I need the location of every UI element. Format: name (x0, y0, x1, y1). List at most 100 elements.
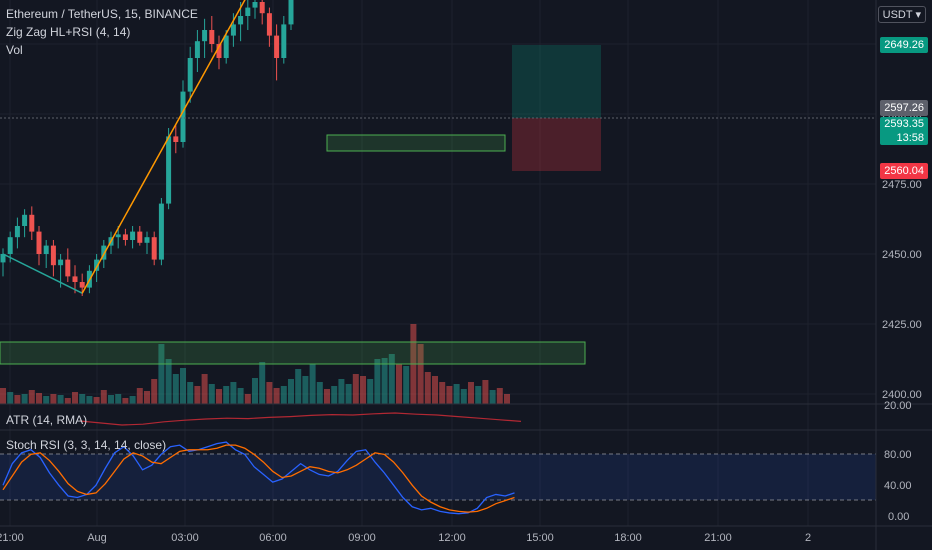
zigzag-indicator-label[interactable]: Zig Zag HL+RSI (4, 14) (6, 25, 131, 39)
time-tick-label: 12:00 (438, 532, 466, 544)
candle-body (144, 237, 150, 243)
volume-bars (0, 324, 510, 404)
volume-bar (424, 372, 431, 404)
symbol-title[interactable]: Ethereum / TetherUS, 15, BINANCE (6, 7, 198, 21)
volume-bar (122, 398, 129, 404)
time-axis[interactable]: 21:00 Aug 03:00 06:00 09:00 12:00 15:00 18:00 21… (0, 532, 811, 544)
price-tick-label: 2475.00 (882, 179, 922, 191)
zigzag-segment (81, 0, 246, 294)
candle-body (259, 2, 265, 14)
target-zone[interactable] (512, 45, 601, 118)
currency-selector[interactable]: USDT ▾ (877, 6, 926, 23)
volume-bar (93, 397, 100, 404)
candle-body (194, 41, 200, 58)
candlesticks (0, 0, 294, 296)
time-tick-label: 09:00 (348, 532, 376, 544)
volume-bar (280, 386, 287, 404)
stoch-k-line (2, 441, 515, 515)
volume-bar (0, 388, 6, 404)
volume-bar (352, 374, 359, 404)
volume-bar (396, 364, 402, 404)
candle-body (180, 91, 186, 142)
volume-bar (194, 386, 201, 404)
volume-bar (374, 359, 381, 404)
candle-body (115, 234, 121, 238)
support-zone-upper[interactable] (326, 134, 506, 152)
stoch-tick-0: 0.00 (888, 511, 909, 523)
price-axis[interactable]: 2625.002600.002575.002550.002525.002500.… (882, 0, 922, 401)
volume-bar (331, 386, 338, 404)
candle-body (151, 237, 157, 260)
candle-body (94, 259, 100, 271)
volume-bar (302, 376, 309, 404)
volume-bar (460, 389, 467, 404)
volume-bar (309, 364, 316, 404)
volume-bar (136, 388, 143, 404)
candle-body (0, 254, 6, 263)
candle-body (158, 203, 164, 260)
volume-bar (79, 394, 86, 404)
candle-body (216, 44, 222, 58)
volume-bar (504, 394, 510, 404)
volume-bar (295, 369, 302, 404)
atr-indicator-label[interactable]: ATR (14, RMA) (6, 413, 88, 427)
volume-bar (432, 376, 438, 404)
volume-bar (28, 390, 35, 404)
volume-bar (244, 394, 251, 404)
candle-body (65, 259, 71, 277)
volume-bar (115, 394, 122, 404)
volume-bar (230, 382, 237, 404)
time-tick-label: 18:00 (614, 532, 642, 544)
candle-body (36, 231, 42, 254)
volume-bar (496, 388, 503, 404)
volume-bar (316, 382, 323, 404)
volume-bar (482, 380, 489, 404)
volume-bar (86, 396, 93, 404)
volume-bar (172, 374, 179, 404)
volume-bar (180, 368, 186, 404)
stop-zone[interactable] (512, 118, 601, 171)
candle-body (281, 24, 287, 58)
volume-bar (201, 374, 208, 404)
candle-body (43, 245, 49, 254)
time-tick-label: 21:00 (704, 532, 732, 544)
volume-bar (345, 384, 352, 404)
volume-bar (158, 344, 165, 404)
chevron-down-icon: ▾ (915, 9, 921, 21)
price-tick-label: 2400.00 (882, 389, 922, 401)
support-zone-lower[interactable] (0, 341, 586, 365)
time-tick-label: 2 (805, 532, 811, 544)
candle-body (137, 231, 143, 243)
volume-bar (417, 344, 424, 404)
time-tick-label: 15:00 (526, 532, 554, 544)
candle-body (50, 245, 56, 266)
volume-bar (266, 382, 273, 404)
time-tick-label: 03:00 (171, 532, 199, 544)
currency-label: USDT (882, 9, 913, 21)
volume-bar (453, 384, 460, 404)
candle-body (223, 35, 229, 58)
volume-bar (57, 395, 64, 404)
volume-bar (273, 388, 280, 404)
volume-indicator-label[interactable]: Vol (6, 43, 23, 57)
zigzag-lines (2, 0, 246, 294)
volume-bar (381, 358, 388, 404)
volume-bar (100, 390, 107, 404)
volume-bar (21, 394, 28, 404)
volume-bar (43, 396, 50, 404)
volume-bar (144, 391, 150, 404)
volume-bar (208, 384, 215, 404)
stoch-indicator-label[interactable]: Stoch RSI (3, 3, 14, 14, close) (6, 438, 167, 452)
volume-bar (64, 398, 71, 404)
time-tick-label: 06:00 (259, 532, 287, 544)
candle-body (130, 231, 136, 240)
candle-body (202, 30, 208, 42)
countdown: 13:58 (896, 132, 924, 144)
candle-body (266, 13, 272, 36)
volume-bar (468, 382, 474, 404)
time-tick-label: 21:00 (0, 532, 24, 544)
stoch-d-line (2, 444, 515, 513)
price-tick-label: 2425.00 (882, 319, 922, 331)
